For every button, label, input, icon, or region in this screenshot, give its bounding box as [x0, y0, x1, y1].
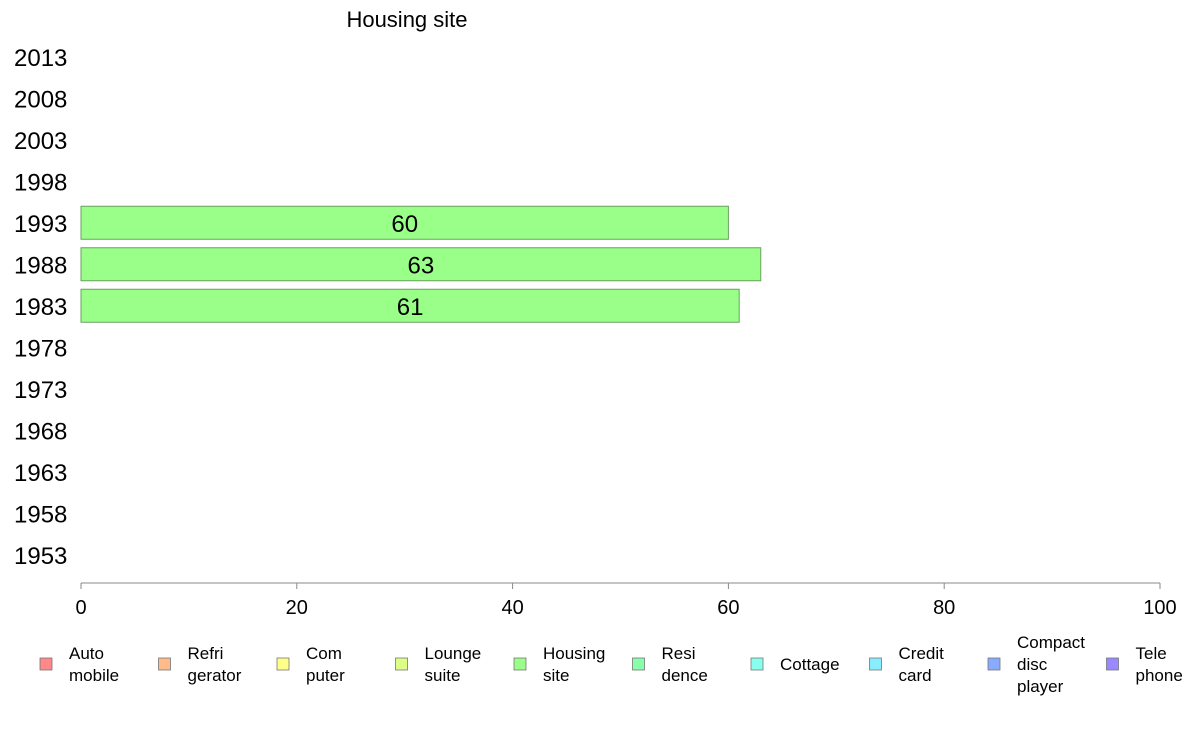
legend-label: Tele	[1136, 644, 1167, 663]
y-tick-label: 2003	[14, 128, 67, 155]
legend-swatch	[750, 657, 764, 671]
y-tick-label: 1968	[14, 418, 67, 445]
x-tick-label: 20	[286, 597, 308, 619]
y-tick-label: 2008	[14, 86, 67, 113]
y-tick-label: 1963	[14, 460, 67, 487]
y-tick-label: 1958	[14, 501, 67, 528]
bar	[80, 288, 740, 323]
chart-title: Housing site	[346, 7, 467, 32]
y-tick-label: 2013	[14, 45, 67, 72]
y-tick-label: 1973	[14, 377, 67, 404]
legend-label: Lounge	[425, 644, 482, 663]
bar-value-label: 61	[397, 294, 424, 321]
legend-label: Cottage	[780, 655, 840, 674]
y-tick-label: 1993	[14, 211, 67, 238]
bar-value-label: 63	[408, 252, 435, 279]
legend-item: Housing site	[513, 644, 605, 685]
legend-label: Com	[306, 644, 342, 663]
x-tick-label: 100	[1143, 597, 1176, 619]
legend-label: Refri	[188, 644, 224, 663]
legend-swatch	[987, 657, 1001, 671]
y-tick-label: 1978	[14, 335, 67, 362]
legend-label: site	[543, 666, 569, 685]
legend-label: puter	[306, 666, 345, 685]
legend-item: Lounge suite	[395, 644, 482, 685]
legend-swatch	[869, 657, 882, 671]
legend-item: Auto mobile	[39, 644, 119, 685]
legend-item: Cottage	[750, 655, 840, 674]
y-tick-label: 1988	[14, 252, 67, 279]
legend-label: gerator	[188, 666, 242, 685]
bar	[80, 205, 729, 240]
legend-item: Com puter	[276, 644, 345, 685]
legend-swatch	[276, 657, 290, 671]
y-tick-labels: 2013 2008 2003 1998 1993 1988 1983 1978 1973 1968…	[14, 45, 67, 570]
legend-item: Credit card	[869, 644, 945, 685]
y-tick-label: 1998	[14, 169, 67, 196]
bar-value-label: 60	[391, 211, 418, 238]
x-tick-label: 60	[717, 597, 739, 619]
bars-group: 60 63 61	[80, 205, 762, 323]
legend-label: Credit	[899, 644, 945, 663]
legend-label: phone	[1136, 666, 1183, 685]
legend-item: Resi dence	[632, 644, 708, 685]
legend-item: Compact disc player	[987, 633, 1085, 696]
legend-item: Refri gerator	[158, 644, 242, 685]
legend-label: player	[1017, 677, 1064, 696]
legend-swatch	[39, 657, 53, 671]
legend-swatch	[395, 657, 408, 671]
legend-swatch	[1106, 657, 1119, 671]
y-tick-label: 1953	[14, 543, 67, 570]
legend-label: Compact	[1017, 633, 1085, 652]
legend-label: Auto	[69, 644, 104, 663]
y-tick-label: 1983	[14, 294, 67, 321]
legend-item: Tele phone	[1106, 644, 1183, 685]
x-axis: 0 20 40 60 80 100	[75, 582, 1177, 619]
legend-label: suite	[425, 666, 461, 685]
legend-label: card	[899, 666, 932, 685]
legend-swatch	[632, 657, 645, 671]
x-tick-label: 40	[501, 597, 523, 619]
legend-label: disc	[1017, 655, 1048, 674]
legend-label: dence	[662, 666, 708, 685]
legend-label: mobile	[69, 666, 119, 685]
x-tick-label: 0	[75, 597, 86, 619]
legend: Auto mobile Refri gerator Com puter Lounge suit…	[39, 633, 1183, 696]
bar	[80, 247, 762, 282]
legend-label: Housing	[543, 644, 605, 663]
legend-swatch	[158, 657, 171, 671]
legend-swatch	[513, 657, 527, 671]
x-tick-label: 80	[933, 597, 955, 619]
legend-label: Resi	[662, 644, 696, 663]
